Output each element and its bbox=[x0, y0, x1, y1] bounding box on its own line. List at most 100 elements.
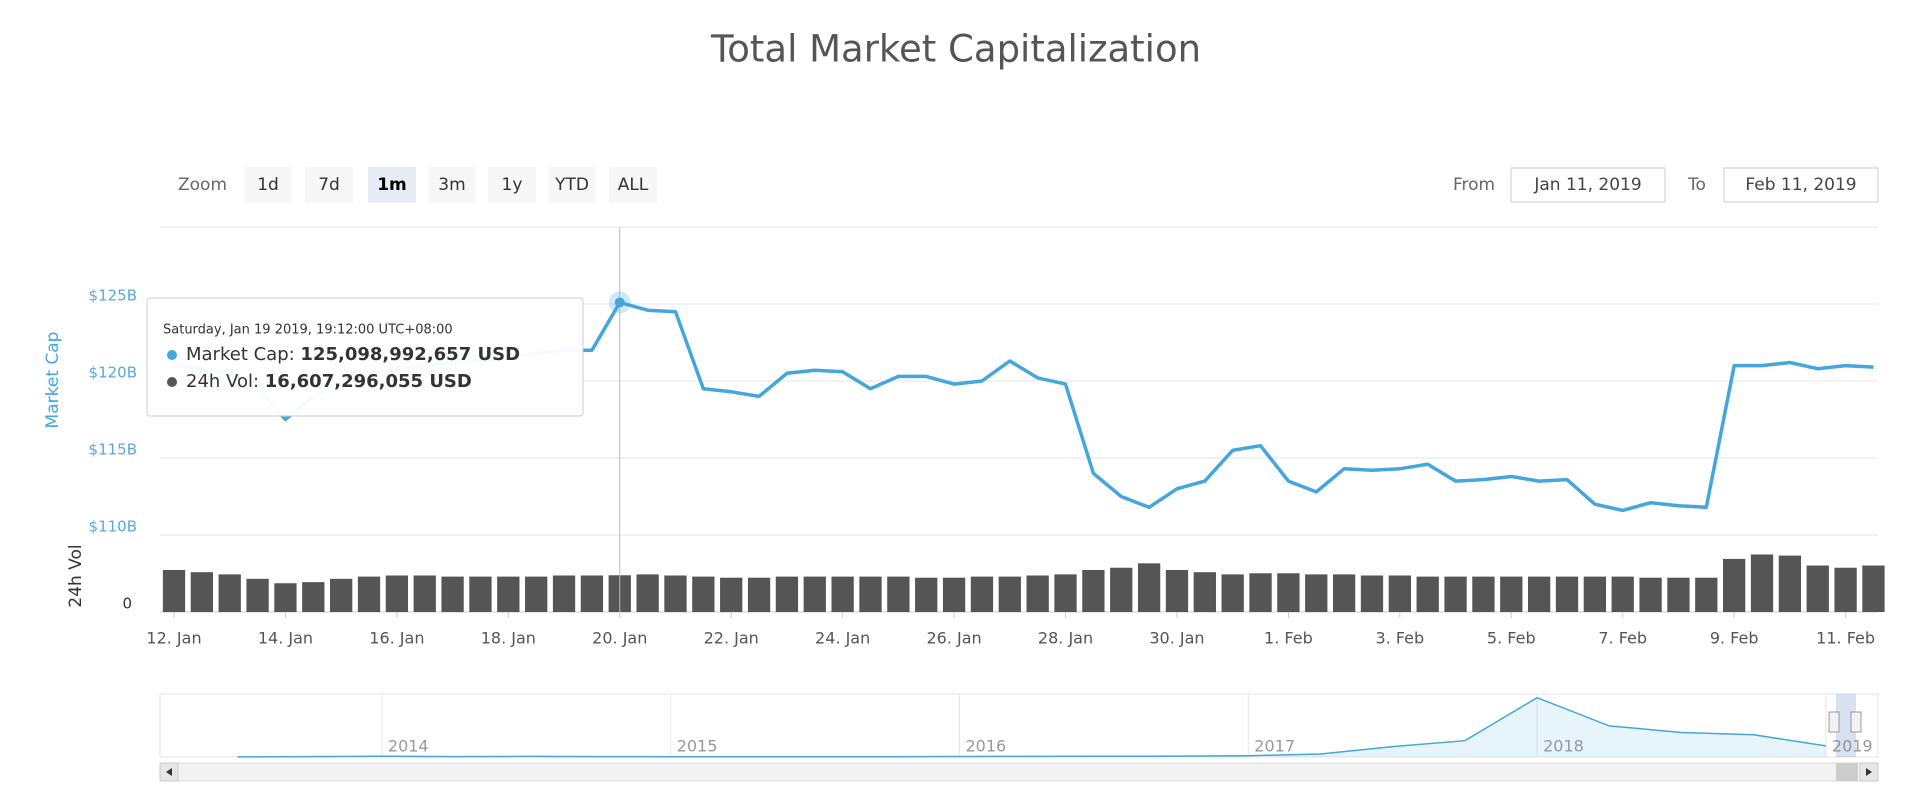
navigator-handle[interactable] bbox=[1828, 711, 1840, 733]
volume-bar bbox=[664, 575, 687, 612]
volume-bar bbox=[1583, 576, 1607, 612]
zoom-button[interactable] bbox=[609, 167, 657, 203]
navigator-line bbox=[237, 696, 1827, 758]
scrollbar-left-arrow bbox=[166, 768, 172, 776]
from-input[interactable] bbox=[1510, 167, 1666, 203]
zoom-button[interactable] bbox=[488, 167, 536, 203]
x-tick-label: 16. Jan bbox=[369, 629, 424, 648]
x-tick-label: 18. Jan bbox=[481, 629, 536, 648]
volume-bar bbox=[942, 577, 966, 612]
x-tick-label: 24. Jan bbox=[815, 629, 870, 648]
tooltip-row: Market Cap: 125,098,992,657 USD bbox=[186, 344, 520, 365]
volume-bar bbox=[1193, 572, 1216, 612]
tooltip-value: 125,098,992,657 USD bbox=[300, 344, 520, 365]
to-input[interactable] bbox=[1723, 167, 1879, 203]
volume-bar bbox=[218, 574, 241, 612]
navigator-handle[interactable] bbox=[1850, 711, 1862, 733]
from-label: From bbox=[1453, 175, 1495, 195]
volume-bar bbox=[1416, 576, 1439, 612]
chart-title: Total Market Capitalization bbox=[710, 28, 1201, 71]
from-value[interactable]: Jan 11, 2019 bbox=[1533, 175, 1641, 195]
volume-axis-title: 24h Vol bbox=[66, 544, 86, 607]
scrollbar-right-arrow bbox=[1866, 768, 1872, 776]
volume-bar bbox=[692, 576, 715, 612]
navigator-bg bbox=[159, 693, 1879, 758]
volume-bar bbox=[1862, 565, 1885, 612]
volume-bar bbox=[552, 575, 576, 612]
volume-bar bbox=[1500, 576, 1523, 612]
zoom-button[interactable] bbox=[305, 167, 353, 203]
volume-bar bbox=[162, 569, 186, 612]
x-tick-label: 3. Feb bbox=[1375, 629, 1424, 648]
volume-bar bbox=[1611, 576, 1634, 612]
volume-bar bbox=[803, 576, 826, 612]
volume-bar bbox=[580, 575, 604, 612]
volume-bar bbox=[998, 576, 1021, 612]
y-tick-label: $120B bbox=[89, 364, 137, 382]
zoom-button-label[interactable]: 7d bbox=[318, 175, 340, 195]
x-tick-label: 26. Jan bbox=[926, 629, 981, 648]
volume-bar bbox=[274, 583, 297, 612]
volume-bar bbox=[1834, 567, 1857, 612]
y-tick-label: $110B bbox=[89, 518, 137, 536]
y-axis-title: Market Cap bbox=[43, 332, 63, 429]
volume-bar bbox=[1137, 563, 1161, 612]
x-tick-label: 9. Feb bbox=[1710, 629, 1759, 648]
zoom-button-label[interactable]: 1y bbox=[502, 175, 523, 195]
navigator-area bbox=[237, 697, 1826, 757]
x-tick-label: 30. Jan bbox=[1149, 629, 1204, 648]
volume-bar bbox=[1667, 577, 1690, 612]
navigator-window[interactable] bbox=[1836, 694, 1856, 757]
hover-point bbox=[614, 297, 625, 308]
volume-bar bbox=[1165, 569, 1189, 612]
zoom-label: Zoom bbox=[178, 175, 227, 195]
volume-bar bbox=[1221, 574, 1244, 612]
x-tick-label: 1. Feb bbox=[1264, 629, 1313, 648]
zoom-button-label[interactable]: 1m bbox=[377, 175, 407, 195]
volume-bar bbox=[1639, 577, 1662, 612]
x-tick-label: 28. Jan bbox=[1038, 629, 1093, 648]
volume-bar bbox=[1527, 576, 1551, 612]
zoom-button-label[interactable]: YTD bbox=[554, 175, 589, 195]
zoom-button[interactable] bbox=[428, 167, 476, 203]
volume-bar bbox=[497, 576, 520, 612]
volume-bar bbox=[1277, 573, 1300, 612]
zoom-button[interactable] bbox=[548, 167, 596, 203]
volume-bar bbox=[441, 576, 464, 612]
tooltip-value: 16,607,296,055 USD bbox=[265, 371, 472, 392]
volume-bar bbox=[302, 582, 325, 612]
zoom-button[interactable] bbox=[244, 167, 292, 203]
x-tick-label: 14. Jan bbox=[258, 629, 313, 648]
volume-bar bbox=[246, 578, 269, 612]
volume-bar bbox=[1388, 575, 1411, 612]
volume-bar bbox=[1444, 576, 1467, 612]
zoom-button[interactable] bbox=[368, 167, 416, 203]
x-tick-label: 11. Feb bbox=[1816, 629, 1875, 648]
volume-bar bbox=[859, 576, 882, 612]
volume-bar bbox=[385, 575, 409, 612]
tooltip-label: 24h Vol: bbox=[186, 371, 259, 392]
volume-bar bbox=[1054, 574, 1077, 612]
volume-bar bbox=[1082, 569, 1105, 612]
zoom-button-label[interactable]: ALL bbox=[618, 175, 649, 195]
to-label: To bbox=[1687, 175, 1706, 195]
volume-bar bbox=[1723, 558, 1746, 612]
tooltip-row: 24h Vol: 16,607,296,055 USD bbox=[186, 371, 472, 392]
zoom-button-label[interactable]: 1d bbox=[257, 175, 279, 195]
to-value[interactable]: Feb 11, 2019 bbox=[1745, 175, 1856, 195]
volume-bar bbox=[469, 576, 492, 612]
volume-bar bbox=[1778, 555, 1802, 612]
volume-bar bbox=[357, 576, 381, 612]
volume-bar bbox=[887, 576, 910, 612]
volume-bar bbox=[1305, 574, 1328, 612]
zoom-button-label[interactable]: 3m bbox=[438, 175, 465, 195]
volume-bar bbox=[1332, 574, 1356, 612]
tooltip-bullet bbox=[167, 350, 177, 360]
volume-bar bbox=[1695, 577, 1718, 612]
volume-bar bbox=[1750, 554, 1774, 612]
x-tick-label: 22. Jan bbox=[704, 629, 759, 648]
scrollbar-thumb[interactable] bbox=[1836, 763, 1858, 781]
y-tick-label: $125B bbox=[89, 287, 137, 305]
navigator-year: 2016 bbox=[966, 737, 1007, 756]
